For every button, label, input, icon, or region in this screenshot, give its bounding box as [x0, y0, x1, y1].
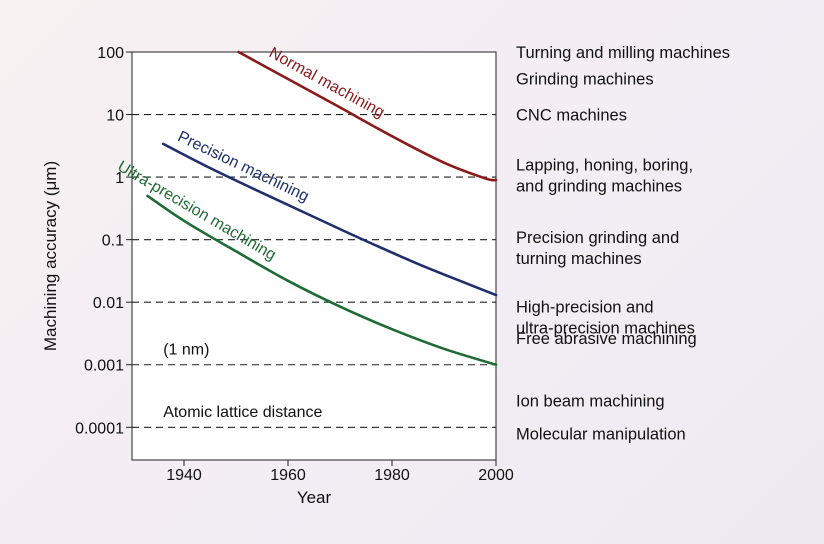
machine-labels: Turning and milling machines Grinding mac… [516, 44, 730, 443]
y-axis-ticks: 100 10 1 0.1 0.01 0.001 0.0001 [75, 45, 132, 437]
x-axis-label: Year [297, 488, 332, 507]
machine-label: Turning and milling machines [516, 44, 730, 62]
annotation-atomic-lattice-distance: Atomic lattice distance [163, 404, 322, 421]
machine-label: Free abrasive machining [516, 330, 697, 348]
y-axis-label: Machining accuracy (μm) [41, 161, 60, 351]
x-tick-label: 2000 [478, 467, 514, 484]
y-tick-label: 0.01 [93, 295, 124, 312]
machine-label: Molecular manipulation [516, 425, 686, 443]
x-tick-label: 1960 [270, 467, 306, 484]
machine-label: Lapping, honing, boring, and grinding mac… [516, 156, 693, 195]
y-tick-label: 0.001 [84, 358, 124, 375]
precision-machining-curve [161, 142, 498, 297]
y-tick-label: 0.1 [102, 233, 124, 250]
x-axis-ticks: 1940 1960 1980 2000 [166, 460, 514, 484]
machine-label: High-precision and ultra-precision machin… [516, 299, 695, 338]
x-tick-label: 1980 [374, 467, 410, 484]
machine-label: Precision grinding and turning machines [516, 229, 679, 268]
annotations: (1 nm) Atomic lattice distance [163, 342, 322, 422]
machine-label: Grinding machines [516, 70, 654, 88]
machine-label: Ion beam machining [516, 392, 665, 410]
ultra-precision-machining-curve [146, 194, 498, 366]
annotation-1-nm: (1 nm) [163, 342, 209, 359]
x-tick-label: 1940 [166, 467, 202, 484]
y-tick-label: 1 [115, 170, 124, 187]
plot-area [131, 51, 497, 461]
series-curves [146, 50, 498, 366]
normal-machining-curve [237, 50, 498, 182]
y-tick-label: 0.0001 [75, 420, 124, 437]
gridlines [132, 113, 496, 428]
y-tick-label: 100 [97, 45, 124, 62]
machine-label: CNC machines [516, 107, 627, 125]
y-tick-label: 10 [106, 108, 124, 125]
